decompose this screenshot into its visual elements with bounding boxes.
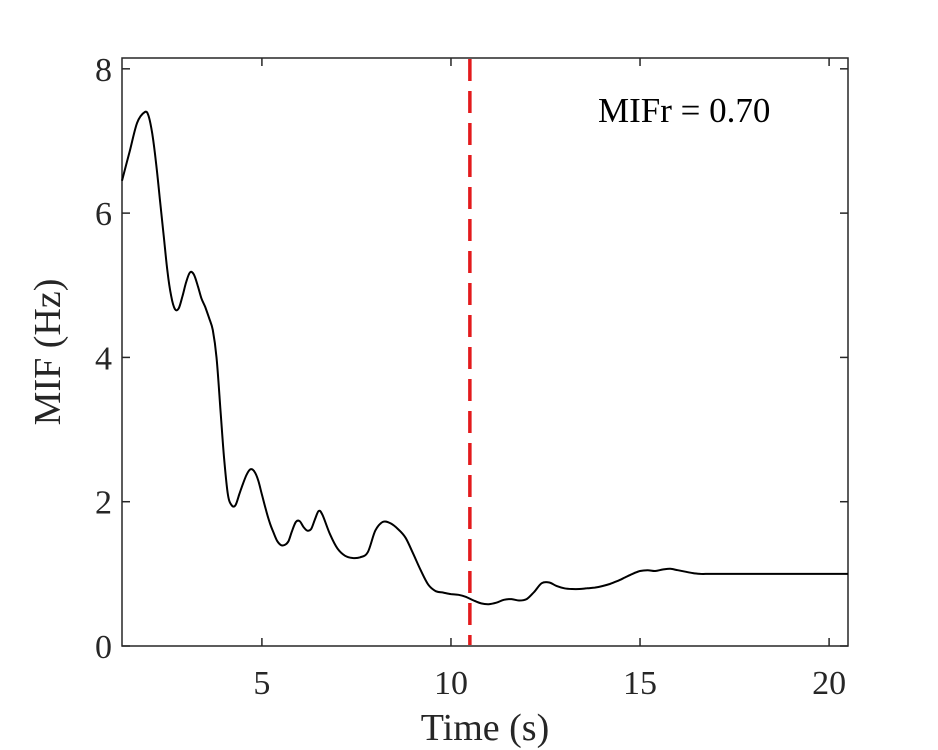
series-line — [121, 110, 848, 606]
x-tick-label: 15 — [623, 665, 657, 702]
x-tick-label: 10 — [434, 665, 468, 702]
y-tick-label: 2 — [95, 485, 112, 522]
x-axis-label: Time (s) — [421, 707, 549, 749]
x-tick-label: 20 — [812, 665, 846, 702]
x-axis-ticks: 5 10 15 20 — [253, 58, 846, 702]
plot-area — [121, 57, 849, 647]
y-tick-label: 4 — [95, 340, 112, 377]
y-tick-label: 8 — [95, 52, 112, 89]
y-tick-label: 0 — [95, 629, 112, 666]
x-tick-label: 5 — [253, 665, 270, 702]
y-tick-label: 6 — [95, 196, 112, 233]
y-axis-ticks: 0 2 4 6 8 — [95, 52, 848, 666]
y-axis-label: MIF (Hz) — [27, 279, 69, 426]
mifr-annotation: MIFr = 0.70 — [598, 91, 770, 130]
